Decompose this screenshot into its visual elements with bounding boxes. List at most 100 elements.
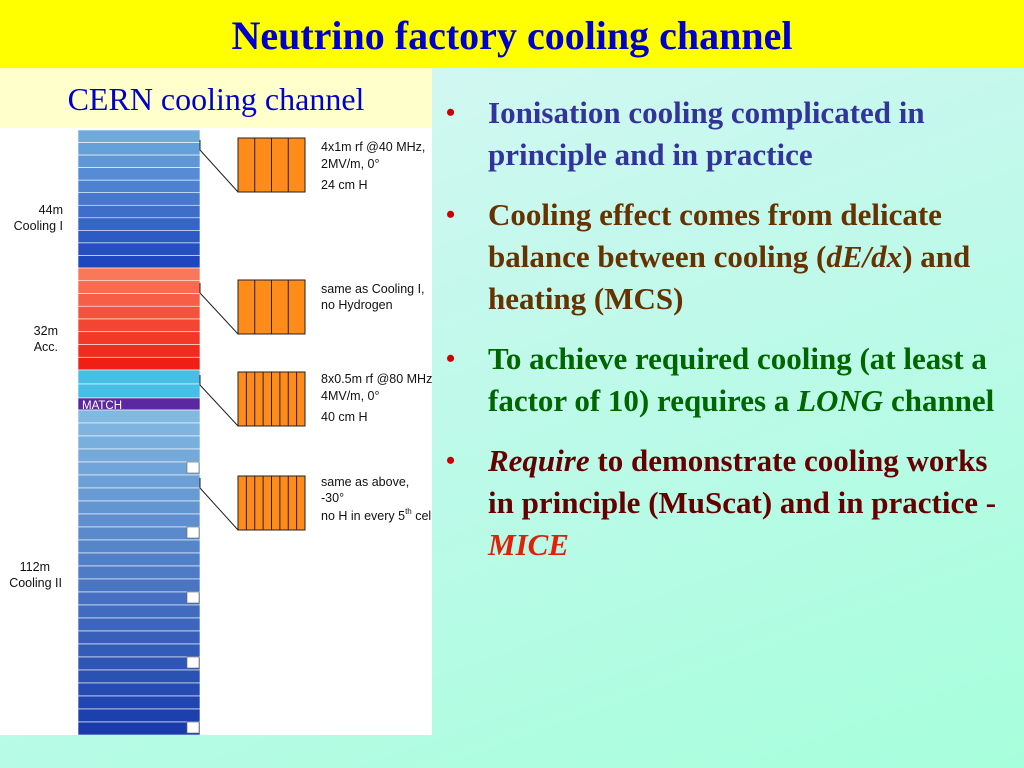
callout-line xyxy=(199,140,239,193)
channel-cell xyxy=(77,154,201,168)
bullet-text: Ionisation cooling complicated in princi… xyxy=(488,95,925,172)
bullet-text: Require xyxy=(488,443,590,478)
channel-cell xyxy=(77,565,201,580)
channel-cell xyxy=(77,487,201,502)
channel-cell xyxy=(77,318,201,333)
channel-cell xyxy=(77,604,201,619)
gap-cell xyxy=(186,656,200,669)
channel-cell xyxy=(77,721,201,735)
bullet-list: Ionisation cooling complicated in princi… xyxy=(446,92,1021,584)
channel-cell xyxy=(77,682,201,697)
cooling-diagram: MATCH 44m Cooling I 32m Acc. 112m Coolin… xyxy=(9,129,432,735)
bullet: Cooling effect comes from delicate balan… xyxy=(446,194,1021,320)
channel-cell xyxy=(77,422,201,437)
channel-cell xyxy=(77,230,201,244)
bullet-text: ) and heating (MCS) xyxy=(488,239,971,316)
channel-cell xyxy=(77,383,201,399)
channel-cell xyxy=(77,217,201,231)
match-label: MATCH xyxy=(82,400,122,412)
callout-text: 4x1m rf @40 MHz, xyxy=(321,140,425,154)
section-length: 32m xyxy=(34,324,58,338)
callout-line xyxy=(199,283,239,335)
channel-cell xyxy=(77,578,201,593)
bullet-text: channel xyxy=(883,383,995,418)
bullet: Require to demonstrate cooling works in … xyxy=(446,440,1021,566)
channel-cell xyxy=(77,526,201,541)
callout-text: no Hydrogen xyxy=(321,298,393,312)
slide-title: Neutrino factory cooling channel xyxy=(0,0,1024,68)
channel-cell xyxy=(77,142,201,156)
channel-cell xyxy=(77,204,201,219)
channel-cell xyxy=(77,356,201,371)
callout-text: cell xyxy=(412,509,432,523)
channel-cell xyxy=(77,435,201,450)
superscript: th xyxy=(405,507,412,516)
channel-cell xyxy=(77,267,201,282)
channel-cell xyxy=(77,255,201,269)
channel-cell xyxy=(77,461,201,476)
channel-cell xyxy=(77,643,201,658)
callout-text: 4MV/m, 0° xyxy=(321,389,379,403)
bullet-text: Cooling effect comes from delicate balan… xyxy=(488,197,942,274)
section-name: Cooling II xyxy=(9,576,62,590)
channel-cell xyxy=(77,293,201,307)
channel-cell xyxy=(77,695,201,710)
subtitle: CERN cooling channel xyxy=(0,68,432,128)
channel-cell xyxy=(77,656,201,671)
channel-cell xyxy=(77,630,201,645)
callout-text: no H in every 5th cell xyxy=(321,507,432,523)
section-length: 112m xyxy=(20,560,50,574)
channel-cell xyxy=(77,280,201,294)
channel-cell xyxy=(77,167,201,181)
callout-lines xyxy=(199,140,239,531)
gap-cell xyxy=(186,526,200,539)
channel-cell xyxy=(77,344,201,358)
bullet-text: MICE xyxy=(488,527,569,562)
channel-cell xyxy=(77,539,201,554)
channel-cell xyxy=(77,369,201,385)
callout-text: 8x0.5m rf @80 MHz, xyxy=(321,372,432,386)
section-length: 44m xyxy=(39,203,63,217)
channel-cell xyxy=(77,305,201,320)
bullet-text: dE/dx xyxy=(826,239,903,274)
callout-texts: 4x1m rf @40 MHz, 2MV/m, 0° 24 cm H same … xyxy=(321,140,432,523)
callout-text: 2MV/m, 0° xyxy=(321,157,379,171)
callout-text: 40 cm H xyxy=(321,410,368,424)
channel-column xyxy=(77,129,201,735)
section-labels: 44m Cooling I 32m Acc. 112m Cooling II xyxy=(9,203,63,590)
channel-cell xyxy=(77,552,201,567)
channel-cell xyxy=(77,513,201,528)
callout-line xyxy=(199,478,239,531)
channel-cell xyxy=(77,500,201,515)
section-name: Cooling I xyxy=(14,219,63,233)
section-name: Acc. xyxy=(34,340,58,354)
channel-cell xyxy=(77,591,201,606)
bullet: To achieve required cooling (at least a … xyxy=(446,338,1021,422)
gap-cell xyxy=(186,591,200,604)
rf-cells xyxy=(237,137,306,531)
channel-cell xyxy=(77,129,201,143)
channel-cell xyxy=(77,617,201,632)
channel-cell xyxy=(77,474,201,489)
channel-cell xyxy=(77,242,201,256)
callout-text: 24 cm H xyxy=(321,178,368,192)
callout-line xyxy=(199,375,239,427)
callout-text: no H in every 5 xyxy=(321,509,405,523)
channel-cell xyxy=(77,448,201,463)
bullet-text: to demonstrate cooling works in principl… xyxy=(488,443,997,520)
callout-text: same as Cooling I, xyxy=(321,282,425,296)
left-panel: CERN cooling channel MATCH 44m Cooling I… xyxy=(0,68,432,735)
callout-text: -30° xyxy=(321,491,344,505)
channel-cell xyxy=(77,331,201,345)
callout-text: same as above, xyxy=(321,475,409,489)
channel-cell xyxy=(77,708,201,723)
gap-cell xyxy=(186,461,200,474)
channel-cell xyxy=(77,669,201,684)
bullet-text: To achieve required cooling (at least a … xyxy=(488,341,987,418)
channel-cell xyxy=(77,179,201,194)
bullet: Ionisation cooling complicated in princi… xyxy=(446,92,1021,176)
channel-cell xyxy=(77,192,201,206)
bullet-text: LONG xyxy=(797,383,884,418)
gap-cell xyxy=(186,721,200,734)
